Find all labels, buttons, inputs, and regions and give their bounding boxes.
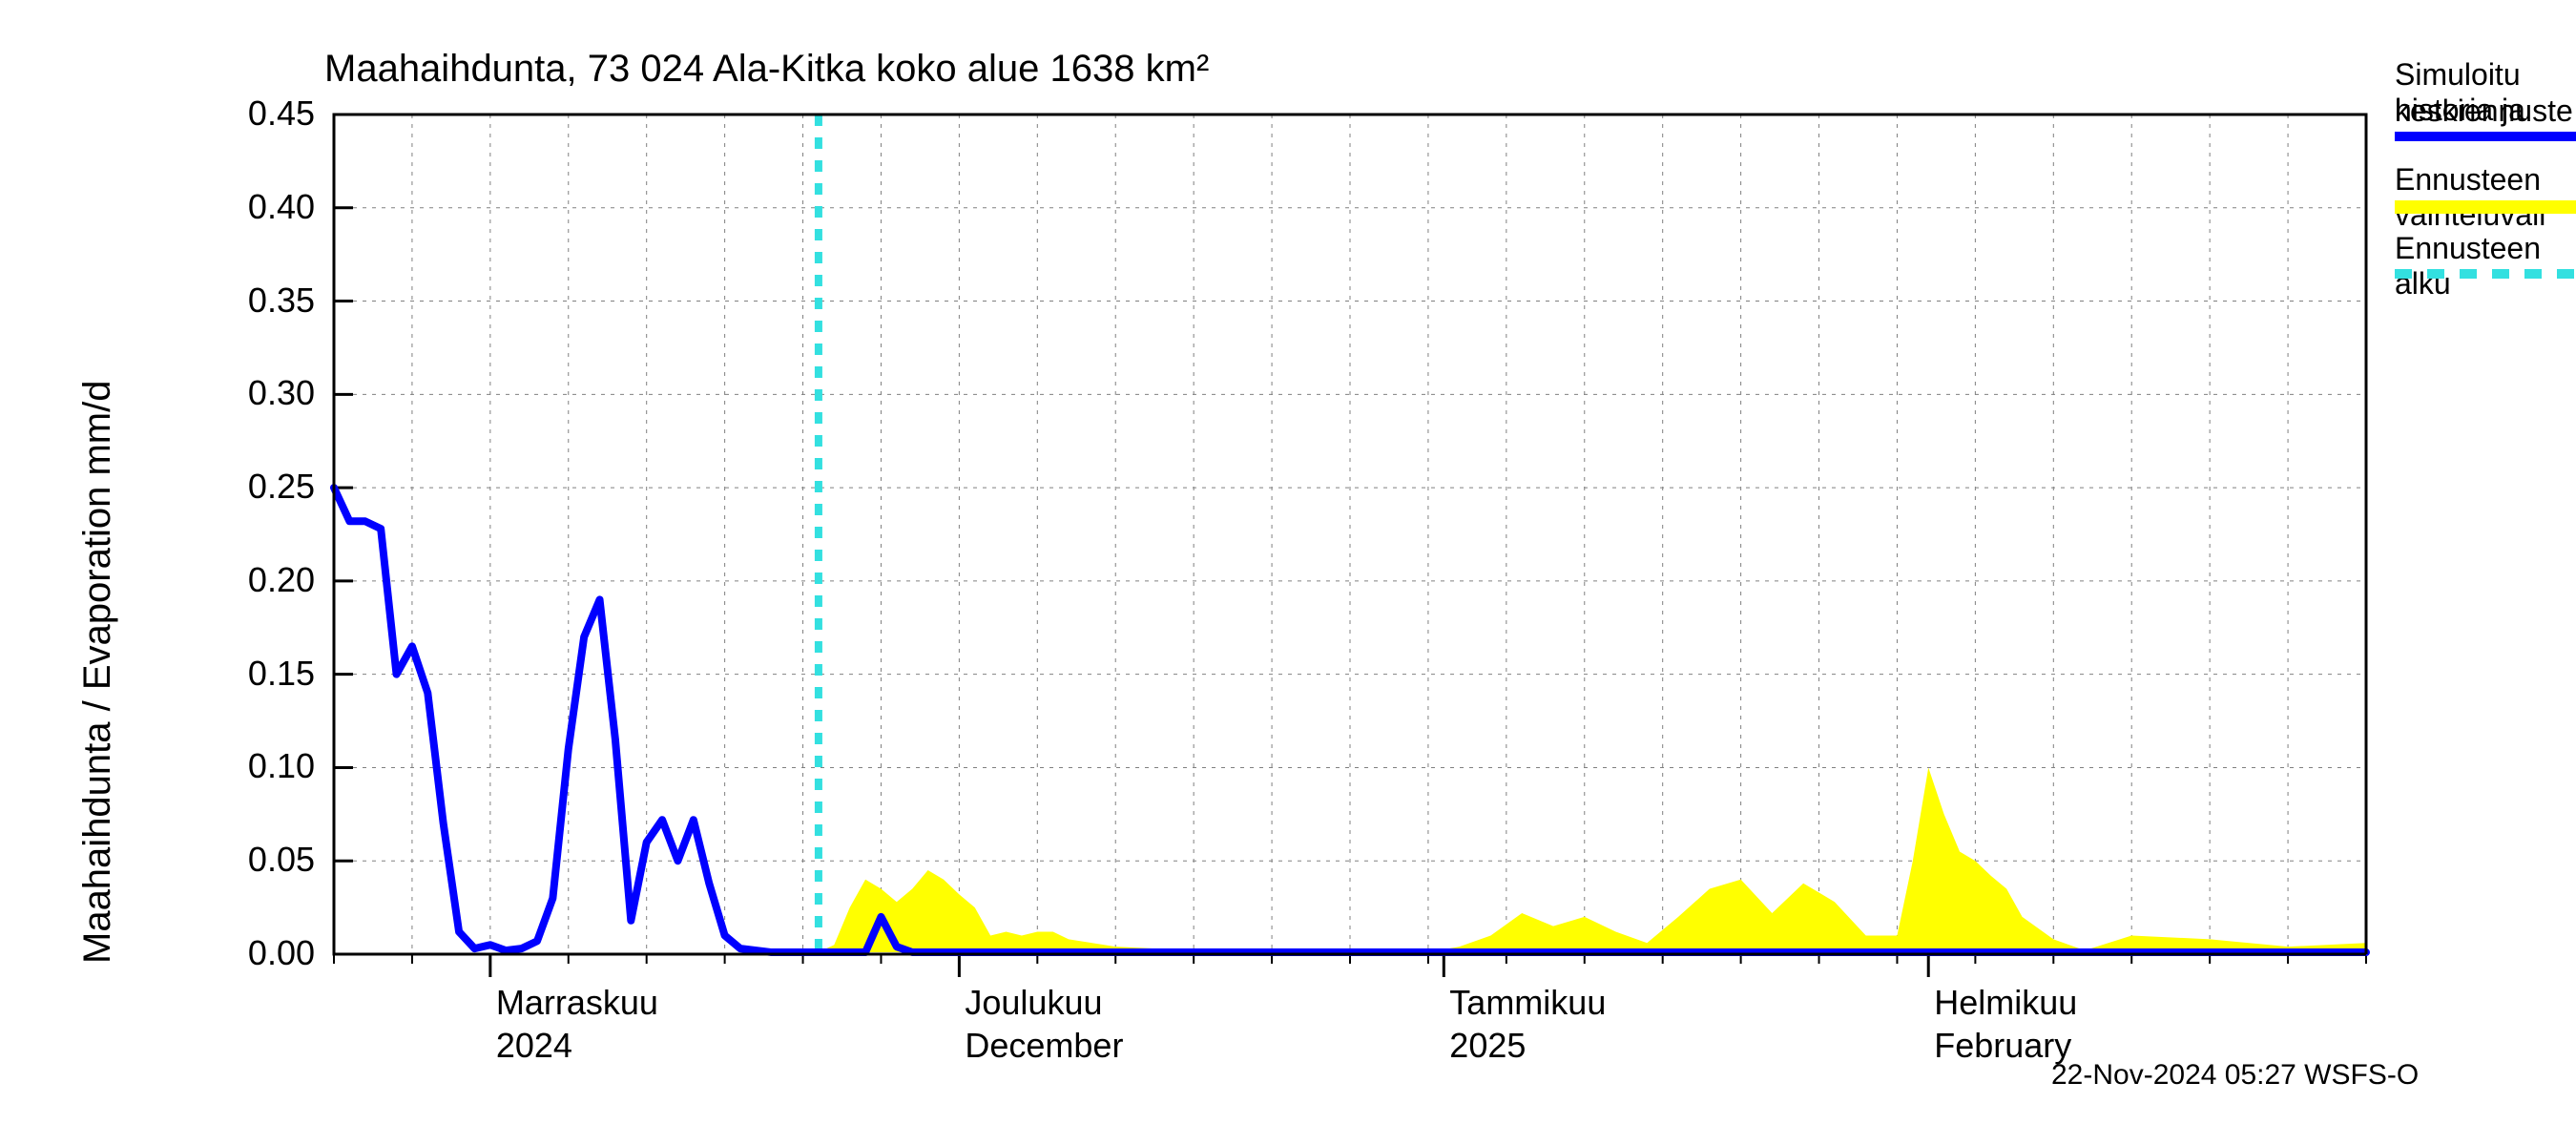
plot-area — [0, 0, 2576, 1145]
y-tick-label: 0.20 — [210, 560, 315, 600]
y-tick-label: 0.15 — [210, 654, 315, 694]
y-tick-label: 0.35 — [210, 281, 315, 321]
x-tick-label-top: Joulukuu — [965, 983, 1102, 1023]
x-tick-label-top: Tammikuu — [1449, 983, 1606, 1023]
y-tick-label: 0.25 — [210, 467, 315, 507]
x-tick-label-bot: 2024 — [496, 1026, 572, 1066]
legend-label: keskiennuste — [2395, 94, 2573, 129]
y-tick-label: 0.30 — [210, 373, 315, 413]
y-tick-label: 0.00 — [210, 933, 315, 973]
legend-swatch-dash — [2395, 269, 2576, 279]
chart-container: Maahaihdunta, 73 024 Ala-Kitka koko alue… — [0, 0, 2576, 1145]
legend-label: Ennusteen vaihteluväli — [2395, 162, 2576, 233]
x-tick-label-bot: December — [965, 1026, 1123, 1066]
legend-swatch-fill — [2395, 200, 2576, 214]
y-tick-label: 0.45 — [210, 94, 315, 134]
legend-label: Ennusteen alku — [2395, 231, 2576, 302]
chart-footer: 22-Nov-2024 05:27 WSFS-O — [2051, 1059, 2419, 1092]
x-tick-label-top: Marraskuu — [496, 983, 658, 1023]
x-tick-label-bot: 2025 — [1449, 1026, 1526, 1066]
x-tick-label-top: Helmikuu — [1934, 983, 2077, 1023]
y-tick-label: 0.40 — [210, 187, 315, 227]
y-tick-label: 0.10 — [210, 746, 315, 786]
legend-swatch-line — [2395, 132, 2576, 141]
y-tick-label: 0.05 — [210, 840, 315, 880]
